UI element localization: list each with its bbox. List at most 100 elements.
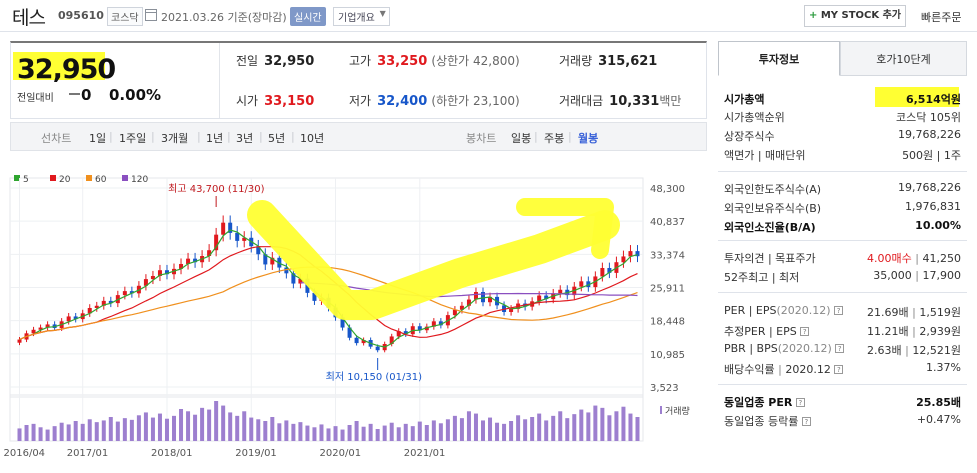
volume-bar	[312, 427, 317, 441]
volume-bar	[495, 422, 500, 441]
x-tick-label: 2019/01	[235, 448, 277, 459]
x-tick-label: 2017/01	[67, 448, 109, 459]
line-chart-label: 선차트	[41, 132, 72, 145]
candle-body	[509, 308, 514, 312]
volume-label: 거래량	[665, 405, 690, 417]
volume-bar	[256, 419, 261, 441]
candle-body	[466, 299, 471, 306]
volume-bar	[66, 424, 71, 441]
volume-bar	[579, 409, 584, 441]
legend-label: 5	[23, 175, 29, 185]
candle-body	[186, 258, 191, 264]
volume-bar	[452, 415, 457, 441]
volume-bar	[466, 411, 471, 441]
volume-bar	[375, 429, 380, 441]
candle-body	[473, 291, 478, 300]
highlighter-stroke	[247, 200, 620, 320]
y-tick-label: 48,300	[650, 184, 685, 195]
legend-swatch	[14, 175, 20, 181]
candle-body	[417, 326, 422, 331]
low-annotation: 최저 10,150 (01/31)	[326, 371, 422, 383]
candle-body	[544, 295, 549, 300]
volume-bar	[459, 418, 464, 441]
help-icon[interactable]: ?	[800, 327, 810, 336]
candle-body	[164, 270, 169, 275]
tab-orderbook[interactable]: 호가10단계	[840, 41, 967, 76]
candle-body	[340, 317, 345, 328]
highlighter-stroke	[516, 198, 614, 259]
price-chart[interactable]: 5 20 60 120 48,300 40,837 33,374 25,911 18,448 10…	[0, 165, 706, 473]
volume-bar	[305, 425, 310, 441]
volume-bar	[38, 427, 43, 441]
y-tick-label: 33,374	[650, 250, 685, 261]
market-cap-highlight	[875, 87, 959, 107]
candle-body	[157, 270, 162, 276]
volume-bar	[523, 419, 528, 441]
volume-bar	[270, 417, 275, 441]
volume-bar	[635, 417, 640, 441]
candle-body	[94, 305, 99, 308]
candle-body	[579, 281, 584, 287]
help-icon[interactable]: ?	[795, 398, 805, 407]
candle-body	[207, 250, 212, 256]
volume-bar	[438, 423, 443, 441]
volume-bar	[417, 421, 422, 441]
period-1w[interactable]: 1주일	[119, 132, 147, 145]
volume-bar	[263, 421, 268, 441]
volume-bar	[396, 427, 401, 441]
candle-body	[431, 321, 436, 327]
volume-bar	[516, 415, 521, 441]
help-icon[interactable]: ?	[801, 417, 811, 426]
candle-body	[101, 300, 106, 306]
candle-chart-label: 봉차트	[466, 132, 497, 145]
legend-label: 20	[59, 175, 71, 185]
volume-bar	[179, 409, 184, 441]
tab-investment-info[interactable]: 투자정보	[718, 41, 840, 76]
period-1d[interactable]: 1일	[89, 132, 107, 145]
candle-body	[628, 251, 633, 257]
volume-bar	[143, 412, 148, 441]
realtime-button[interactable]: 실시간	[290, 7, 326, 26]
add-mystock-button[interactable]: + MY STOCK 추가	[804, 5, 906, 27]
period-1y[interactable]: 1년	[206, 132, 224, 145]
x-tick-label: 2021/01	[404, 448, 446, 459]
pbr-row: PBR | BPS(2020.12) ? 2.63배 | 12,521원	[724, 342, 961, 357]
current-price: 32,950	[17, 54, 116, 85]
period-3m[interactable]: 3개월	[161, 132, 189, 145]
candle-body	[537, 295, 542, 302]
candle-daily[interactable]: 일봉	[511, 132, 532, 145]
candle-monthly[interactable]: 월봉	[578, 132, 599, 145]
legend-label: 60	[95, 175, 107, 185]
period-3y[interactable]: 3년	[236, 132, 254, 145]
y-tick-label: 10,985	[650, 350, 685, 361]
candle-body	[284, 267, 289, 274]
period-10y[interactable]: 10년	[300, 132, 325, 145]
candle-body	[558, 289, 563, 294]
volume-bar	[24, 425, 29, 441]
volume-bar	[593, 405, 598, 441]
help-icon[interactable]: ?	[834, 306, 844, 315]
candle-body	[312, 292, 317, 301]
company-info-dropdown[interactable]: 기업개요 ▼	[333, 7, 390, 26]
volume-bar	[129, 419, 134, 441]
candle-weekly[interactable]: 주봉	[544, 132, 565, 145]
volume-legend-swatch	[660, 406, 662, 414]
volume-bar	[544, 420, 549, 441]
no-change-icon	[69, 93, 80, 95]
y-tick-label: 25,911	[650, 284, 685, 295]
help-icon[interactable]: ?	[834, 365, 844, 374]
quick-order-link[interactable]: 빠른주문	[921, 11, 962, 24]
candle-body	[600, 267, 605, 277]
market-cap-rank-row: 시가총액순위 코스닥 105위	[724, 111, 961, 124]
candle-body	[73, 316, 78, 320]
candle-body	[108, 300, 113, 304]
period-5y[interactable]: 5년	[268, 132, 286, 145]
volume-bar	[565, 418, 570, 441]
legend-label: 120	[131, 175, 148, 185]
help-icon[interactable]: ?	[835, 344, 845, 353]
stock-header: 테스 095610 코스닥 2021.03.26 기준(장마감) 실시간 기업개…	[0, 0, 977, 32]
candle-body	[122, 291, 127, 296]
candle-body	[488, 296, 493, 303]
estimated-per-row: 추정PER | EPS ? 11.21배 | 2,939원	[724, 325, 961, 338]
candle-body	[586, 281, 591, 288]
